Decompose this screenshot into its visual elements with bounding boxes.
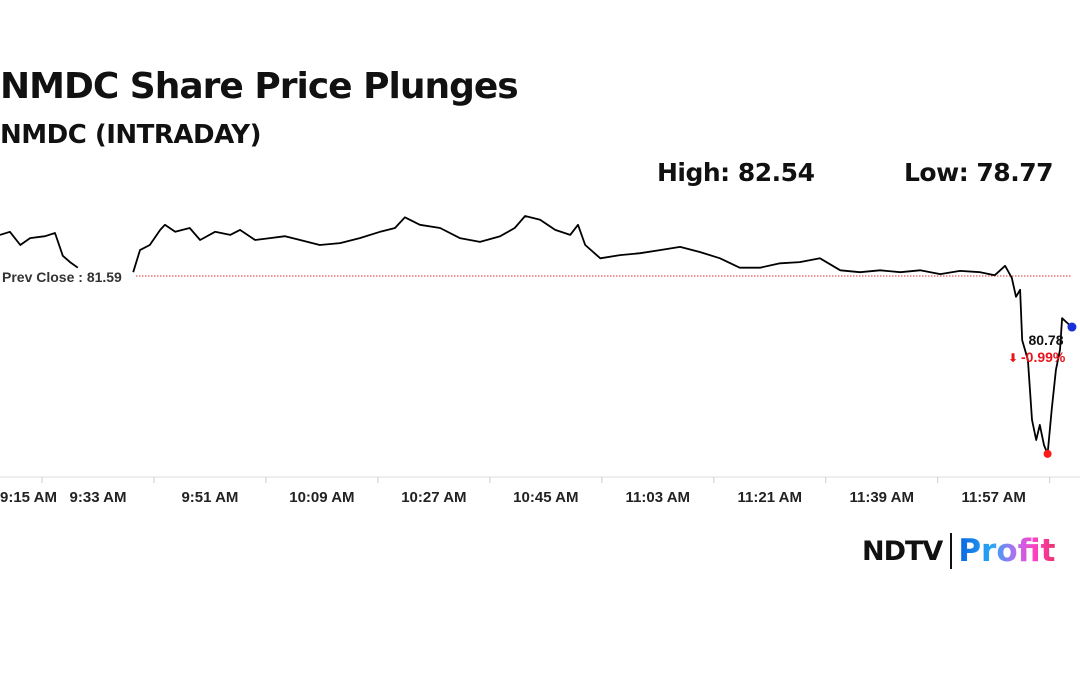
ndtv-profit-logo: NDTV Profit [862,532,1055,570]
price-line [0,215,1073,455]
profit-logo-text: Profit [958,533,1056,569]
x-tick-label: 9:15 AM [0,489,57,506]
high-label: High: 82.54 [657,158,815,187]
x-tick-label: 9:51 AM [181,489,238,506]
change-label: -0.99% [1021,349,1066,365]
x-tick-label: 11:39 AM [849,489,913,506]
x-tick-label: 10:09 AM [289,489,354,506]
low-marker [1043,449,1052,458]
x-tick-label: 11:57 AM [961,489,1025,506]
last-price-marker [1067,322,1077,332]
ndtv-logo-text: NDTV [862,535,943,567]
x-tick-label: 9:33 AM [70,489,127,506]
x-tick-label: 10:27 AM [401,489,466,506]
intraday-chart: Prev Close : 81.59 9:15 AM 9:33 AM 9:51 AM… [0,215,1080,506]
x-tick-label: 10:45 AM [513,489,578,506]
chart-title: NMDC Share Price Plunges [0,66,519,107]
x-tick-label: 11:03 AM [626,489,690,506]
prev-close-label: Prev Close : 81.59 [2,269,122,285]
down-arrow-icon: ⬇ [1008,351,1018,365]
logo-divider [950,533,953,569]
x-tick-label: 11:21 AM [738,489,802,506]
chart-subtitle: NMDC (INTRADAY) [0,120,261,150]
low-label: Low: 78.77 [904,158,1053,187]
last-price-label: 80.78 [1028,332,1063,348]
